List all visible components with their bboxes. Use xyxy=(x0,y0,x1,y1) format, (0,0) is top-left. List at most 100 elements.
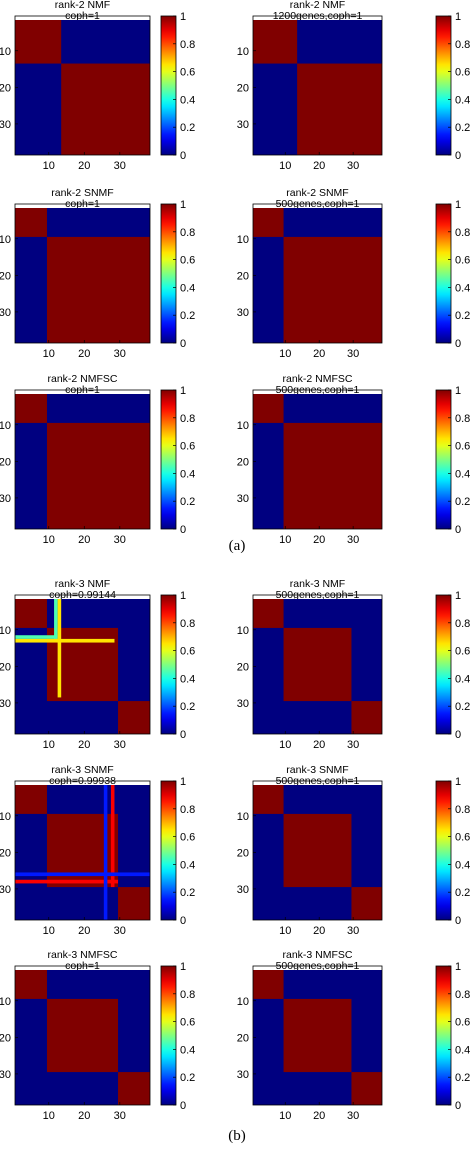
y-tick-label: 20 xyxy=(0,82,11,94)
colorbar-tick-label: 0.6 xyxy=(180,67,195,79)
consensus-block xyxy=(351,1072,382,1105)
x-tick-label: 10 xyxy=(43,348,55,360)
x-tick-label: 10 xyxy=(279,534,291,546)
consensus-block xyxy=(253,394,284,423)
colorbar-tick-label: 0.2 xyxy=(455,887,470,899)
plot-frame xyxy=(252,780,383,921)
x-tick-label: 30 xyxy=(114,925,126,937)
y-tick-label: 30 xyxy=(0,119,11,131)
colorbar-tick-label: 0.4 xyxy=(180,94,195,106)
plot-frame xyxy=(14,15,151,156)
colorbar-tick-label: 0.8 xyxy=(180,227,195,239)
y-tick-label: 30 xyxy=(237,119,249,131)
plot-frame xyxy=(14,780,151,921)
y-tick-label: 20 xyxy=(237,1032,249,1044)
colorbar-tick-label: 0.8 xyxy=(180,413,195,425)
colorbar xyxy=(160,15,177,156)
consensus-block xyxy=(46,998,119,1073)
consensus-block xyxy=(253,599,284,628)
panel-title: rank-2 SNMF xyxy=(286,187,348,199)
consensus-block xyxy=(15,20,62,64)
consensus-block xyxy=(46,422,151,529)
colorbar-tick-label: 0.4 xyxy=(180,1044,195,1056)
y-tick-label: 20 xyxy=(237,270,249,282)
colorbar-tick-label: 0 xyxy=(455,524,461,536)
colorbar-tick-label: 1 xyxy=(455,11,461,23)
consensus-block xyxy=(253,785,284,814)
x-tick-label: 10 xyxy=(279,348,291,360)
y-tick-label: 30 xyxy=(237,1069,249,1081)
x-tick-label: 10 xyxy=(279,739,291,751)
colorbar-tick-label: 0 xyxy=(180,915,186,927)
colorbar-tick-label: 0.2 xyxy=(180,310,195,322)
colorbar-tick-label: 0.8 xyxy=(180,39,195,51)
colorbar xyxy=(435,965,452,1106)
y-tick-label: 30 xyxy=(0,698,11,710)
colorbar-tick-label: 1 xyxy=(180,385,186,397)
x-tick-label: 30 xyxy=(114,348,126,360)
colorbar-tick-label: 0.2 xyxy=(180,887,195,899)
consensus-block xyxy=(15,785,47,814)
caption-b: (b) xyxy=(228,1128,246,1144)
colorbar-tick-label: 0.6 xyxy=(180,832,195,844)
colorbar xyxy=(435,780,452,921)
panel-title: rank-3 NMFSC xyxy=(47,949,117,961)
y-tick-label: 30 xyxy=(0,884,11,896)
x-tick-label: 10 xyxy=(279,160,291,172)
x-tick-label: 30 xyxy=(347,925,359,937)
colorbar-tick-label: 0.6 xyxy=(455,67,470,79)
colorbar xyxy=(160,594,177,735)
colorbar-tick-label: 1 xyxy=(455,385,461,397)
colorbar-tick-label: 0.4 xyxy=(180,282,195,294)
panel-title: rank-2 NMF xyxy=(290,0,345,11)
consensus-row-line xyxy=(15,635,58,639)
y-tick-label: 10 xyxy=(237,420,249,432)
colorbar-tick-label: 0.4 xyxy=(180,859,195,871)
colorbar-tick-label: 1 xyxy=(455,961,461,973)
x-tick-label: 30 xyxy=(347,348,359,360)
y-tick-label: 20 xyxy=(237,847,249,859)
colorbar-tick-label: 0.2 xyxy=(455,496,470,508)
colorbar-tick-label: 0.8 xyxy=(455,39,470,51)
colorbar-tick-label: 1 xyxy=(180,199,186,211)
y-tick-label: 20 xyxy=(0,661,11,673)
consensus-row-line xyxy=(15,872,150,877)
x-tick-label: 30 xyxy=(347,1110,359,1122)
plot-frame xyxy=(252,389,383,530)
y-tick-label: 10 xyxy=(0,625,11,637)
y-tick-label: 10 xyxy=(0,234,11,246)
colorbar xyxy=(160,389,177,530)
panel-title: rank-2 NMFSC xyxy=(47,373,117,385)
colorbar-tick-label: 0.2 xyxy=(180,122,195,134)
colorbar-tick-label: 0 xyxy=(180,338,186,350)
consensus-column-line xyxy=(110,785,115,888)
colorbar-tick-label: 0.6 xyxy=(455,1017,470,1029)
consensus-block xyxy=(283,998,352,1073)
y-tick-label: 20 xyxy=(237,456,249,468)
x-tick-label: 20 xyxy=(313,1110,325,1122)
y-tick-label: 20 xyxy=(0,270,11,282)
y-tick-label: 20 xyxy=(237,82,249,94)
x-tick-label: 30 xyxy=(114,739,126,751)
colorbar-tick-label: 0 xyxy=(455,150,461,162)
y-tick-label: 20 xyxy=(0,1032,11,1044)
x-tick-label: 10 xyxy=(279,1110,291,1122)
y-tick-label: 20 xyxy=(0,456,11,468)
colorbar-tick-label: 0 xyxy=(455,729,461,741)
plot-frame xyxy=(14,389,151,530)
consensus-block xyxy=(46,236,151,343)
colorbar-tick-label: 0.8 xyxy=(180,989,195,1001)
plot-frame xyxy=(252,965,383,1106)
x-tick-label: 20 xyxy=(78,739,90,751)
consensus-block xyxy=(15,599,47,628)
colorbar xyxy=(435,594,452,735)
colorbar-tick-label: 0 xyxy=(455,915,461,927)
consensus-block xyxy=(15,970,47,999)
colorbar-tick-label: 0.2 xyxy=(455,310,470,322)
colorbar-tick-label: 1 xyxy=(455,776,461,788)
colorbar-tick-label: 0 xyxy=(180,524,186,536)
